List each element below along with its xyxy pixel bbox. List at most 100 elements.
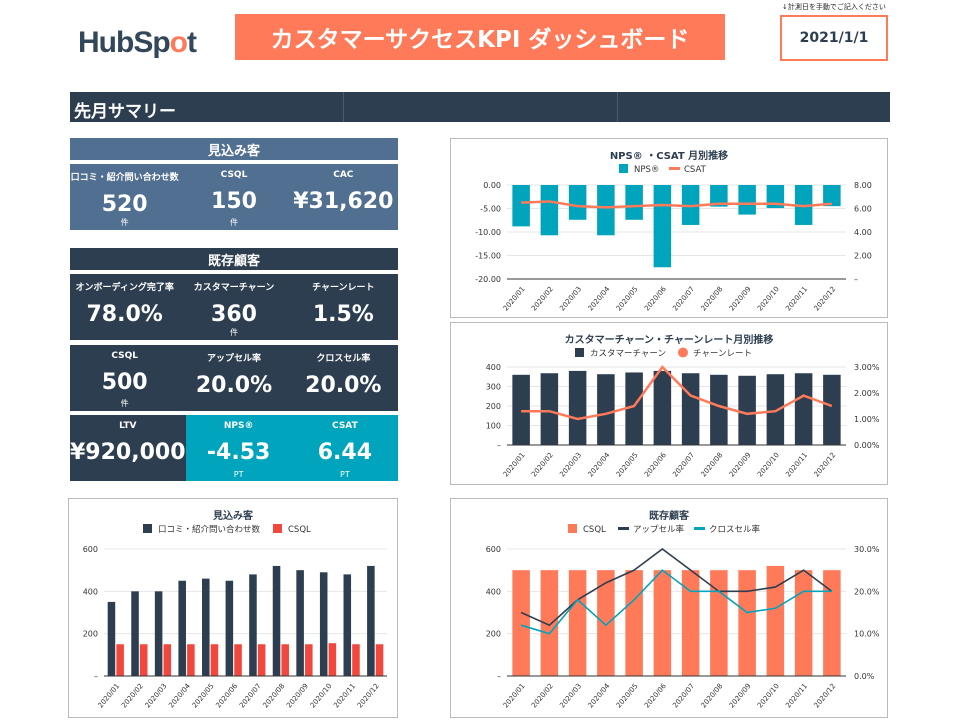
measurement-date-field[interactable]: 2021/1/1	[780, 15, 888, 61]
x-tick-label: 2020/02	[530, 285, 555, 312]
bar	[597, 185, 615, 236]
legend-swatch	[678, 347, 688, 358]
bar	[625, 570, 643, 676]
prospects-kpi-row: 口コミ・紹介問い合わせ数 520 件 CSQL 150 件 CAC ¥31,620	[70, 164, 398, 230]
right-tick-label: 20.0%	[854, 587, 880, 596]
bar	[823, 374, 841, 445]
bar	[234, 644, 242, 676]
bar	[597, 570, 615, 676]
right-tick-label: 4.00	[854, 228, 872, 237]
bar	[625, 185, 643, 220]
right-tick-label: 0.0%	[854, 672, 875, 681]
x-tick-label: 2020/09	[285, 682, 310, 709]
x-tick-label: 2020/02	[530, 682, 555, 709]
right-tick-label: 30.0%	[854, 545, 880, 554]
churn-chart: カスタマーチャーン・チャーンレート月別推移 400 300 200 100 – 3.00% 2…	[450, 322, 888, 485]
left-tick-label: –	[497, 441, 501, 450]
x-tick-label: 2020/04	[587, 451, 612, 479]
bar	[794, 373, 813, 445]
bar	[352, 644, 360, 676]
kpi-label: チャーンレート	[312, 283, 375, 293]
series-line	[520, 569, 832, 635]
x-tick-label: 2020/06	[643, 682, 668, 710]
x-tick-label: 2020/08	[262, 682, 287, 709]
kpi-value: ¥920,000	[70, 440, 186, 465]
left-tick-label: 200	[486, 630, 501, 639]
bar	[178, 580, 186, 676]
right-tick-label: –	[854, 275, 858, 284]
chart-svg: 0.00 -5.00 -10.00 -15.00 -20.00 8.00 6.00 4.00 2…	[475, 164, 872, 313]
left-tick-label: 400	[486, 587, 501, 596]
kpi-label: カスタマーチャーン	[193, 283, 275, 293]
existing-kpi-row: LTV ¥920,000 NPS® -4.53 PT CSAT 6.44 PT	[70, 415, 399, 481]
bar	[710, 374, 728, 445]
bar	[512, 374, 530, 445]
legend-label: カスタマーチャーン	[590, 349, 666, 359]
legend-swatch	[273, 524, 282, 533]
x-tick-label: 2020/10	[756, 451, 781, 478]
bar	[540, 185, 559, 236]
right-tick-label: 6.00	[854, 205, 872, 214]
kpi-label: LTV	[119, 421, 137, 431]
x-tick-label: 2020/05	[615, 451, 640, 478]
chart-svg: 600400200–2020/012020/022020/032020/0420…	[83, 524, 387, 710]
x-tick-label: 2020/12	[356, 682, 381, 709]
kpi-unit: PT	[233, 470, 244, 479]
x-tick-label: 2020/01	[502, 682, 527, 709]
bar	[116, 644, 124, 676]
kpi-cell: CSQL 500 件	[70, 345, 179, 411]
bar	[653, 570, 672, 676]
legend-swatch	[568, 524, 577, 533]
legend-swatch	[694, 527, 705, 530]
kpi-value: 6.44	[317, 440, 373, 465]
kpi-csql: CSQL 150 件	[179, 164, 288, 230]
bar	[568, 570, 587, 676]
bar	[794, 570, 813, 676]
kpi-unit: 件	[229, 218, 238, 227]
kpi-value: 20.0%	[305, 373, 382, 398]
x-tick-label: 2020/02	[120, 682, 145, 709]
x-tick-label: 2020/07	[238, 682, 263, 709]
legend-label: CSAT	[684, 165, 707, 175]
x-tick-label: 2020/06	[214, 682, 239, 710]
kpi-referrals: 口コミ・紹介問い合わせ数 520 件	[70, 164, 179, 230]
kpi-label: アップセル率	[206, 354, 261, 364]
kpi-unit: PT	[340, 470, 350, 479]
bar	[163, 644, 172, 676]
legend-label: アップセル率	[633, 524, 685, 535]
summary-title: 先月サマリー	[74, 102, 176, 122]
x-tick-label: 2020/02	[530, 451, 555, 478]
kpi-label: NPS®	[223, 421, 254, 431]
bar	[766, 374, 785, 445]
chart-title: カスタマーチャーン・チャーンレート月別推移	[564, 335, 774, 346]
x-tick-label: 2020/07	[671, 285, 696, 312]
bar	[710, 570, 728, 676]
legend-label: クロスセル率	[709, 524, 761, 535]
x-tick-label: 2020/03	[558, 682, 583, 709]
x-tick-label: 2020/06	[643, 451, 668, 479]
bar	[597, 374, 615, 445]
existing-customers-chart: 既存顧客 600 400 200 – 30.0% 20.0% 10.0% 0.0% 2020/01…	[450, 498, 888, 718]
kpi-cell: CSAT 6.44 PT	[291, 415, 399, 481]
existing-kpi-row: オンボーディング完了率 78.0% カスタマーチャーン 360 件 チャーンレート 1.5%	[70, 274, 398, 340]
x-tick-label: 2020/05	[615, 682, 640, 709]
left-tick-label: 400	[486, 363, 501, 372]
x-tick-label: 2020/01	[502, 285, 527, 312]
x-tick-label: 2020/09	[728, 285, 753, 312]
right-tick-label: 2.00%	[854, 389, 880, 398]
kpi-value: -4.53	[206, 440, 271, 465]
kpi-cell: NPS® -4.53 PT	[185, 415, 292, 481]
x-tick-label: 2020/01	[502, 451, 527, 478]
x-tick-label: 2020/10	[756, 285, 781, 312]
x-tick-label: 2020/11	[332, 682, 357, 709]
bar	[766, 565, 785, 676]
left-tick-label: 600	[83, 545, 98, 554]
legend-swatch	[575, 348, 584, 357]
x-tick-label: 2020/12	[813, 285, 838, 312]
kpi-value: 1.5%	[312, 302, 374, 327]
legend-label: NPS®	[634, 165, 659, 175]
bar	[710, 185, 728, 207]
divider	[617, 92, 618, 122]
legend-swatch	[143, 524, 152, 533]
x-tick-label: 2020/04	[587, 285, 612, 313]
